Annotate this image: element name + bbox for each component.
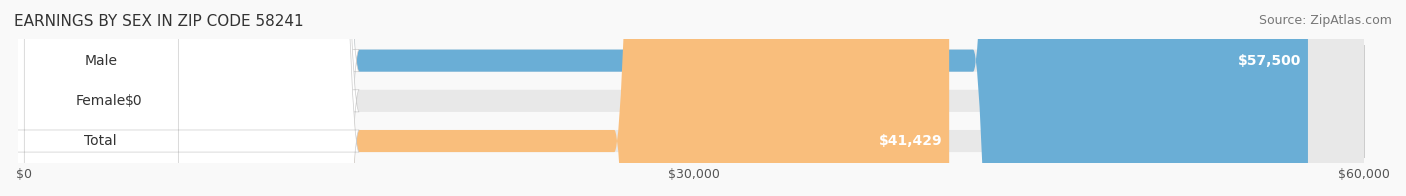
Text: Male: Male [84,54,117,68]
Text: $57,500: $57,500 [1237,54,1301,68]
Text: Source: ZipAtlas.com: Source: ZipAtlas.com [1258,14,1392,27]
FancyBboxPatch shape [24,0,1364,196]
Text: EARNINGS BY SEX IN ZIP CODE 58241: EARNINGS BY SEX IN ZIP CODE 58241 [14,14,304,29]
FancyBboxPatch shape [0,0,359,196]
Text: Female: Female [76,94,125,108]
FancyBboxPatch shape [24,0,1308,196]
FancyBboxPatch shape [24,0,91,196]
Text: Total: Total [84,134,117,148]
FancyBboxPatch shape [0,0,359,196]
Text: $0: $0 [125,94,142,108]
FancyBboxPatch shape [24,0,949,196]
FancyBboxPatch shape [0,0,359,196]
FancyBboxPatch shape [24,0,1364,196]
FancyBboxPatch shape [24,0,1364,196]
Text: $41,429: $41,429 [879,134,942,148]
